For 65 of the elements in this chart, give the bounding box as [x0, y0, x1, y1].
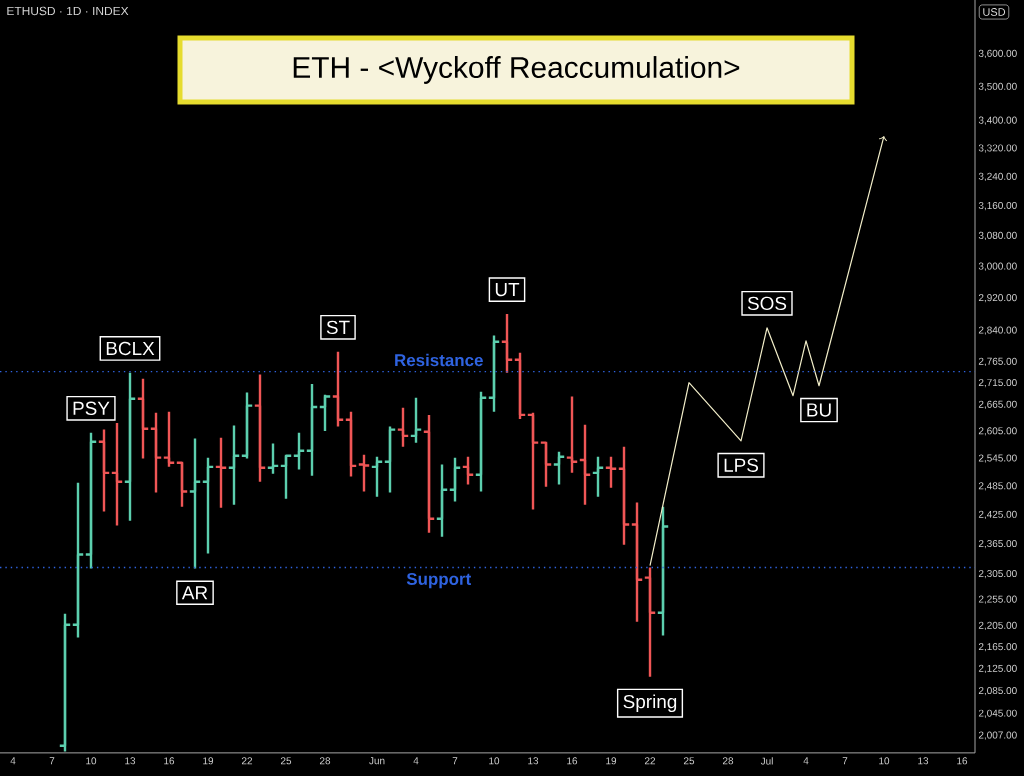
x-tick-label: 25	[683, 757, 695, 765]
x-tick-label: 28	[722, 757, 734, 765]
y-axis-title: USD	[983, 8, 1006, 16]
y-tick-label: 2,545.00	[978, 454, 1017, 463]
y-tick-label: 3,000.00	[978, 262, 1017, 271]
x-tick-label: 4	[803, 757, 809, 765]
y-tick-label: 2,125.00	[978, 664, 1017, 674]
x-tick-label: 22	[241, 757, 253, 765]
x-tick-label: 4	[413, 757, 419, 765]
y-tick-label: 2,485.00	[978, 482, 1017, 491]
y-tick-label: 2,305.00	[978, 570, 1017, 579]
annotation: UT	[495, 282, 520, 297]
x-tick-label: 10	[489, 757, 500, 765]
y-tick-label: 2,165.00	[978, 643, 1017, 652]
text: ETH - <Wyckoff Reaccumulation>	[293, 56, 740, 84]
annotation: PSY	[73, 401, 110, 416]
x-tick-label: 25	[280, 757, 292, 765]
y-tick-label: 3,500.00	[978, 82, 1017, 92]
y-tick-label: 2,605.00	[978, 427, 1017, 436]
annotation: ST	[326, 320, 350, 335]
x-tick-label: 7	[842, 757, 848, 765]
x-tick-label: 28	[319, 757, 331, 765]
x-tick-label: 13	[918, 757, 929, 765]
x-tick-label: 16	[164, 757, 175, 765]
y-tick-label: 3,320.00	[978, 144, 1017, 153]
x-tick-label: 22	[644, 757, 656, 765]
y-tick-label: 2,365.00	[978, 540, 1017, 549]
y-tick-label: 2,085.00	[978, 687, 1017, 696]
x-tick-label: 19	[203, 757, 214, 765]
y-tick-label: 3,600.00	[978, 49, 1017, 59]
y-tick-label: 2,665.00	[978, 400, 1017, 409]
x-tick-label: 7	[49, 757, 55, 765]
y-tick-label: 3,400.00	[978, 116, 1017, 125]
y-tick-label: 2,715.00	[978, 379, 1017, 388]
y-tick-label: 2,920.00	[978, 294, 1017, 303]
annotation: SOS	[747, 296, 787, 311]
x-tick-label: 13	[125, 757, 136, 765]
ref-line-label: Support	[406, 572, 472, 589]
x-tick-label: 13	[528, 757, 539, 765]
y-tick-label: 2,045.00	[978, 709, 1017, 718]
x-tick-label: 10	[86, 757, 97, 765]
y-tick-label: 3,160.00	[978, 201, 1017, 211]
y-tick-label: 2,205.00	[978, 621, 1017, 631]
ref-line-label: Resistance	[395, 353, 483, 367]
x-tick-label: 7	[452, 757, 458, 765]
y-tick-label: 2,840.00	[978, 326, 1017, 335]
x-tick-label: 10	[879, 757, 890, 765]
x-tick-label: 16	[567, 757, 578, 765]
y-tick-label: 2,425.00	[978, 510, 1017, 520]
x-tick-label: Jul	[760, 757, 773, 765]
x-tick-label: 16	[957, 757, 968, 765]
annotation: LPS	[724, 458, 759, 472]
y-tick-label: 3,080.00	[978, 231, 1017, 241]
x-tick-label: 4	[10, 757, 16, 765]
annotation: BU	[807, 403, 831, 417]
annotation: AR	[181, 586, 208, 600]
x-tick-label: Jun	[369, 757, 385, 765]
annotation: BCLX	[106, 341, 155, 356]
y-tick-label: 2,007.00	[978, 731, 1017, 740]
chart-subtitle: ETHUSD · 1D · INDEX	[7, 6, 129, 16]
annotation: Spring	[623, 694, 677, 713]
y-tick-label: 2,765.00	[978, 357, 1017, 366]
y-tick-label: 3,240.00	[978, 172, 1017, 182]
x-tick-label: 19	[606, 757, 617, 765]
y-tick-label: 2,255.00	[978, 595, 1017, 604]
